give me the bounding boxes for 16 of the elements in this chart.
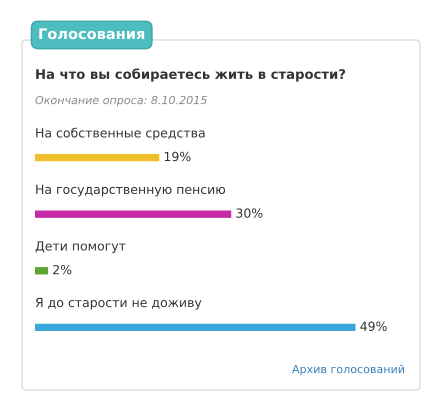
text: Голосования [39, 28, 144, 40]
data-label: 2% [53, 264, 72, 274]
y-tick-label: На собственные средства [36, 128, 205, 140]
data-label: 30% [236, 208, 262, 218]
text: Архив голосований [292, 364, 404, 376]
bar [35, 267, 48, 274]
data-label: 49% [360, 322, 387, 331]
bar [35, 324, 356, 332]
data-label: 19% [164, 152, 191, 162]
bar [35, 210, 232, 218]
chart-subtitle: Окончание опроса: 8.10.2015 [35, 96, 207, 106]
chart-title: На что вы собираетесь жить в старости? [36, 68, 346, 82]
y-tick-label: На государственную пенсию [36, 184, 226, 196]
y-tick-label: Я до старости не доживу [36, 298, 202, 310]
bar [35, 154, 160, 162]
y-tick-label: Дети помогут [36, 241, 126, 254]
